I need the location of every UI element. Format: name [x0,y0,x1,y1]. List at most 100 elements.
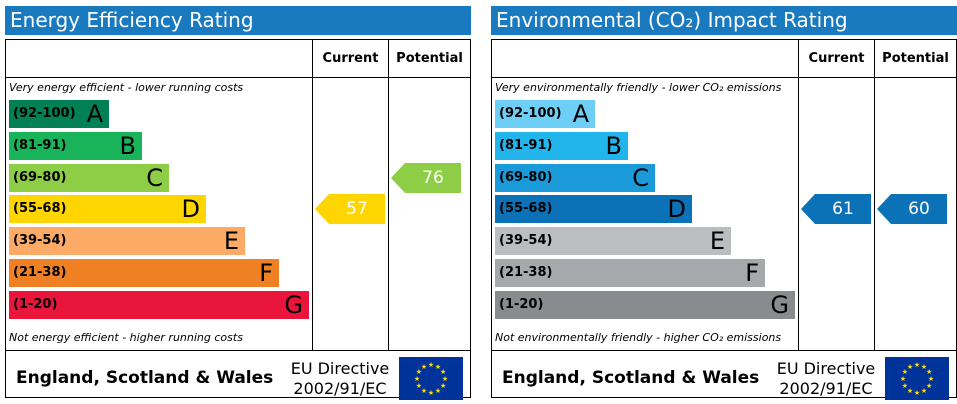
eu-directive: EU Directive 2002/91/EC [286,359,394,399]
bottom-note: Not environmentally friendly - higher CO… [495,331,782,344]
current-arrow-shape [801,194,871,225]
eu-star-icon: ★ [921,387,927,395]
eu-star-icon: ★ [416,368,422,376]
current-arrow-fill [801,194,871,225]
top-note: Very energy efficient - lower running co… [9,81,244,94]
directive-line-1: EU Directive [290,359,390,378]
footer-divider [6,350,470,351]
column-divider [388,40,389,350]
header-divider [492,77,956,78]
band-range-label: (21-38) [13,265,67,280]
current-arrow-fill [315,194,385,225]
band-range-label: (81-91) [499,137,553,153]
potential-arrow-fill [391,162,461,193]
band-f: (21-38) F [495,259,765,287]
band-range-label: (21-38) [499,265,553,280]
band-letter: C [632,163,649,192]
column-divider [798,40,799,350]
eu-star-icon: ★ [442,375,448,383]
eu-star-icon: ★ [926,368,932,376]
eu-star-icon: ★ [416,382,422,390]
eu-directive: EU Directive 2002/91/EC [772,359,880,399]
band-letter: B [605,131,622,160]
band-letter: G [284,290,303,319]
band-range-label: (1-20) [499,296,544,312]
eu-star-icon: ★ [435,387,441,395]
region-label: England, Scotland & Wales [16,368,274,388]
eu-star-icon: ★ [421,387,427,395]
current-rating-arrow: 57 [315,194,385,225]
band-range-label: (69-80) [499,169,553,185]
band-g: (1-20) G [495,290,795,319]
band-range-label: (92-100) [13,106,76,121]
band-letter: F [745,259,759,287]
current-rating-value: 61 [832,199,854,220]
band-range-label: (1-20) [13,296,58,312]
potential-arrow-fill [877,194,947,225]
directive-line-2: 2002/91/EC [293,379,387,398]
band-b: (81-91) B [495,131,628,160]
eu-star-icon: ★ [435,363,441,371]
band-range-label: (81-91) [13,137,67,153]
band-e: (39-54) E [495,227,731,256]
region-label: England, Scotland & Wales [502,368,760,388]
band-letter: E [223,227,239,256]
eu-star-icon: ★ [907,387,913,395]
band-letter: A [86,100,103,128]
chart-title: Environmental (CO₂) Impact Rating [491,6,957,35]
eu-star-icon: ★ [921,363,927,371]
band-a: (92-100) A [495,100,595,128]
eu-star-icon: ★ [428,389,434,397]
band-c: (69-80) C [495,163,655,192]
potential-rating-arrow: 76 [391,162,461,193]
band-d: (55-68) D [495,195,692,224]
band-letter: E [709,227,725,256]
eu-star-icon: ★ [928,375,934,383]
chart-title: Energy Efficiency Rating [5,6,471,35]
eu-star-icon: ★ [414,375,420,383]
rating-frame: Current Potential Very energy efficient … [5,39,471,400]
band-letter: G [770,290,789,319]
band-letter: D [181,195,200,224]
band-letter: C [146,163,163,192]
eu-star-icon: ★ [914,389,920,397]
band-g: (1-20) G [9,290,309,319]
potential-rating-arrow: 60 [877,194,947,225]
potential-rating-value: 60 [908,199,930,220]
band-range-label: (69-80) [13,169,67,185]
band-c: (69-80) C [9,163,169,192]
energy-efficiency-panel: Energy Efficiency Rating Current Potenti… [5,6,471,400]
top-note: Very environmentally friendly - lower CO… [495,81,782,94]
eu-stars-icon: ★ ★★★★★★★★★★★ [900,361,934,397]
environmental-impact-panel: Environmental (CO₂) Impact Rating Curren… [491,6,957,400]
eu-star-icon: ★ [440,382,446,390]
footer-divider [492,350,956,351]
eu-star-icon: ★ [914,361,920,369]
eu-star-icon: ★ [900,375,906,383]
band-range-label: (39-54) [499,233,553,249]
potential-column-header: Potential [396,51,463,66]
band-letter: B [119,131,136,160]
eu-flag-icon: ★ ★ ★ ★ ★ ★ ★ ★ ★ ★ ★ ★ [399,357,463,400]
potential-arrow-shape [391,162,461,193]
current-arrow-shape [315,194,385,225]
potential-column-header: Potential [882,51,949,66]
bottom-note: Not energy efficient - higher running co… [9,331,243,344]
eu-star-icon: ★ [926,382,932,390]
rating-frame: Current Potential Very environmentally f… [491,39,957,400]
band-b: (81-91) B [9,131,142,160]
potential-arrow-shape [877,194,947,225]
band-d: (55-68) D [9,195,206,224]
eu-star-icon: ★ [907,363,913,371]
band-a: (92-100) A [9,100,109,128]
band-e: (39-54) E [9,227,245,256]
directive-line-2: 2002/91/EC [779,379,873,398]
header-divider [6,77,470,78]
band-range-label: (39-54) [13,233,67,249]
eu-star-icon: ★ [902,382,908,390]
directive-line-1: EU Directive [776,359,876,378]
current-rating-value: 57 [346,199,368,220]
band-letter: D [667,195,686,224]
current-column-header: Current [322,51,379,66]
band-f: (21-38) F [9,259,279,287]
